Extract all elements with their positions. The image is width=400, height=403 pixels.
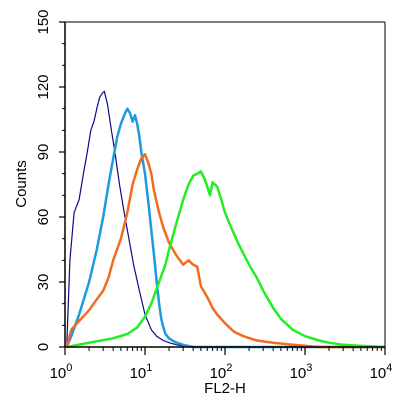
y-tick-label: 0 — [35, 343, 52, 351]
series-line-2 — [65, 107, 385, 349]
x-axis-title: FL2-H — [204, 380, 246, 397]
x-tick-label: 100 — [50, 362, 73, 382]
y-tick-label: 60 — [35, 209, 52, 226]
series-line-3 — [65, 152, 385, 349]
series-line-1 — [66, 90, 385, 348]
tick-layer — [59, 21, 386, 355]
series-layer — [65, 90, 386, 349]
plot-area — [65, 22, 385, 347]
series-line-4 — [66, 170, 386, 349]
y-axis-title: Counts — [13, 160, 30, 208]
x-tick-label: 101 — [130, 362, 153, 382]
x-tick-label: 102 — [210, 362, 233, 382]
y-tick-label: 150 — [35, 9, 52, 34]
y-tick-label: 90 — [35, 144, 52, 161]
y-tick-label: 30 — [35, 274, 52, 291]
tick-label-layer: 100 101 102 103 104 0 30 60 90 120 150 — [35, 9, 392, 382]
x-tick-label: 104 — [370, 362, 393, 382]
y-tick-label: 120 — [35, 74, 52, 99]
x-tick-label: 103 — [290, 362, 313, 382]
